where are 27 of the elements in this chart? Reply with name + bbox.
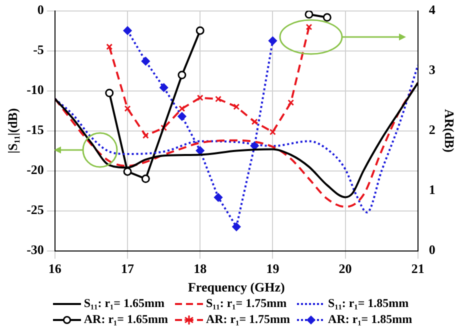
y-tick-label: 0: [37, 2, 44, 18]
legend-label: S₁₁: r₁= 1.75mm: [206, 296, 287, 311]
x-tick-label: 18: [194, 260, 208, 276]
x-tick-label: 20: [338, 260, 352, 276]
legend-label: AR: r₁= 1.85mm: [328, 312, 412, 327]
legend-label: AR: r₁= 1.65mm: [84, 312, 168, 327]
y-axis-title: |S₁₁|(dB): [5, 108, 20, 154]
x-tick-label: 21: [411, 260, 424, 276]
x-tick-label: 16: [48, 260, 62, 276]
y2-tick-label: 3: [428, 62, 436, 78]
y-tick-label: -20: [26, 162, 44, 178]
x-tick-label: 19: [266, 260, 280, 276]
y2-tick-label: 2: [428, 122, 436, 138]
y-tick-label: -25: [26, 202, 44, 218]
y-tick-label: -5: [33, 42, 44, 58]
y2-tick-label: 0: [428, 242, 436, 258]
legend-label: S₁₁: r₁= 1.65mm: [84, 296, 164, 311]
legend-label: S₁₁: r₁= 1.85mm: [328, 296, 409, 311]
y-tick-label: -30: [26, 242, 44, 258]
y-tick-label: -15: [26, 122, 44, 138]
x-tick-label: 17: [121, 260, 135, 276]
legend-label: AR: r₁= 1.75mm: [206, 312, 290, 327]
y-tick-label: -10: [26, 82, 44, 98]
y2-tick-label: 1: [428, 182, 436, 198]
y2-tick-label: 4: [428, 2, 436, 18]
y2-axis-title: AR(dB): [442, 109, 457, 152]
x-axis-title: Frequency (GHz): [188, 280, 285, 295]
